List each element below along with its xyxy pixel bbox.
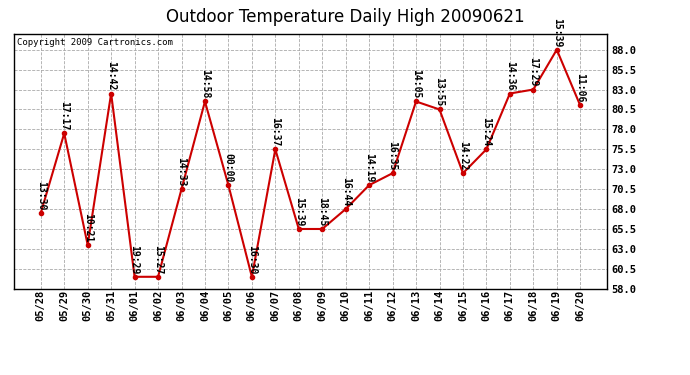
- Text: 10:21: 10:21: [83, 213, 92, 242]
- Text: 00:00: 00:00: [224, 153, 233, 182]
- Text: 14:05: 14:05: [411, 69, 421, 99]
- Text: 17:17: 17:17: [59, 101, 69, 130]
- Text: 13:55: 13:55: [435, 77, 444, 106]
- Text: 14:19: 14:19: [364, 153, 374, 182]
- Text: 13:30: 13:30: [36, 181, 46, 210]
- Text: 14:33: 14:33: [177, 157, 186, 186]
- Text: Copyright 2009 Cartronics.com: Copyright 2009 Cartronics.com: [17, 38, 172, 46]
- Text: 17:29: 17:29: [529, 57, 538, 87]
- Text: 16:37: 16:37: [270, 117, 280, 147]
- Text: 18:45: 18:45: [317, 197, 327, 226]
- Text: 15:27: 15:27: [153, 244, 163, 274]
- Text: 15:24: 15:24: [482, 117, 491, 147]
- Text: 16:44: 16:44: [341, 177, 351, 206]
- Text: 14:42: 14:42: [106, 62, 116, 91]
- Text: 14:36: 14:36: [505, 62, 515, 91]
- Text: 15:39: 15:39: [552, 18, 562, 47]
- Text: Outdoor Temperature Daily High 20090621: Outdoor Temperature Daily High 20090621: [166, 8, 524, 26]
- Text: 11:06: 11:06: [575, 74, 585, 103]
- Text: 15:39: 15:39: [294, 197, 304, 226]
- Text: 14:22: 14:22: [458, 141, 468, 170]
- Text: 16:30: 16:30: [247, 244, 257, 274]
- Text: 14:58: 14:58: [200, 69, 210, 99]
- Text: 19:29: 19:29: [130, 244, 139, 274]
- Text: 16:35: 16:35: [388, 141, 397, 170]
